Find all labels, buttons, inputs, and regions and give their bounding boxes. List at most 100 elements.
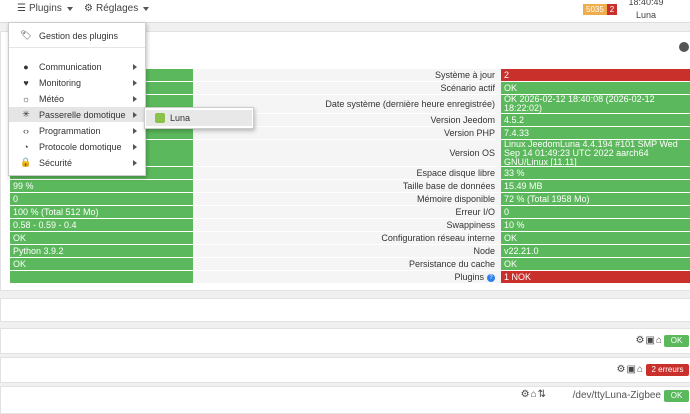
plugins-dropdown-menu: 🏷 Gestion des plugins ● Communication ♥ … [8,22,146,176]
health-label: Scénario actif [193,82,501,94]
health-label: Version OS [193,140,501,166]
menu-item-passerelle-domotique[interactable]: ✳ Passerelle domotique [9,107,145,122]
menu-item-communication[interactable]: ● Communication [9,59,145,74]
menu-item-label: Météo [39,93,65,104]
chevron-right-icon [133,80,137,86]
config-icons[interactable]: ⚙⌂⇅ [520,389,547,400]
health-value: OK [501,258,690,270]
health-value: 33 % [501,167,690,179]
plugins-menu-toggle[interactable]: ☰ Plugins [17,3,73,14]
submenu-item-luna[interactable]: Luna [146,110,252,126]
health-label-text: Erreur I/O [455,207,495,217]
messages-count-badge[interactable]: 5035 [583,4,607,15]
chevron-right-icon [133,160,137,166]
tags-icon: 🏷 [20,30,32,40]
sun-icon: ☼ [21,93,31,104]
menu-item-label: Protocole domotique [39,141,122,152]
reglages-menu-toggle[interactable]: ⚙ Réglages [84,3,150,14]
health-value: 10 % [501,219,690,231]
status-ok-button[interactable]: OK [664,390,689,402]
health-label-text: Persistance du cache [408,259,495,269]
health-label-text: Node [473,246,495,256]
health-value: 0 [501,206,690,218]
health-value: OK [501,82,690,94]
health-value: v22.21.0 [501,245,690,257]
health-label: Date système (dernière heure enregistrée… [193,95,501,113]
gears-icon: ⚙ [84,3,93,14]
device-path: /dev/ttyLuna-Zigbee [572,390,661,401]
health-label: Système à jour [193,69,501,81]
summary-panel-3: ⚙▣⌂ 2 erreurs [0,357,690,383]
rss-icon: ◔ [23,141,29,152]
health-left-value: Python 3.9.2 [10,245,193,257]
health-label: Mémoire disponible [193,193,501,205]
health-value: OK [501,232,690,244]
menu-item-securite[interactable]: 🔒 Sécurité [9,155,145,170]
comment-icon: ● [23,61,29,72]
summary-panel-2: ⚙▣⌂ OK [0,328,690,354]
health-row: 0.58 - 0.59 - 0.4 Swappiness 10 % [10,219,690,231]
health-left-value: 0.58 - 0.59 - 0.4 [10,219,193,231]
user-name[interactable]: Luna [635,10,657,20]
health-left-value: OK [10,258,193,270]
heartbeat-icon: ♥ [23,77,29,88]
alerts-count-badge[interactable]: 2 [606,4,618,15]
reglages-menu-label: Réglages [95,3,139,14]
clock-time: 18:40:49 [628,0,664,7]
help-icon[interactable]: ? [487,274,495,282]
health-label: Swappiness [193,219,501,231]
code-icon: ‹› [23,125,29,136]
lock-icon: 🔒 [20,157,32,167]
health-value: 72 % (Total 1958 Mo) [501,193,690,205]
health-label-text: Version PHP [443,128,495,138]
top-navbar: ☰ Plugins ⚙ Réglages 5035 2 18:40:49 Lun… [0,0,690,23]
health-row: 100 % (Total 512 Mo) Erreur I/O 0 [10,206,690,218]
menu-item-programmation[interactable]: ‹› Programmation [9,123,145,138]
health-label: Persistance du cache [193,258,501,270]
status-ok-button[interactable]: OK [664,335,689,347]
chevron-right-icon [133,112,137,118]
health-label-text: Scénario actif [440,83,495,93]
config-icons[interactable]: ⚙▣⌂ [616,364,644,375]
health-row: OK Persistance du cache OK [10,258,690,270]
menu-item-monitoring[interactable]: ♥ Monitoring [9,75,145,90]
summary-panel-1 [0,298,690,322]
config-icons[interactable]: ⚙▣⌂ [635,335,663,346]
health-label-text: Date système (dernière heure enregistrée… [325,99,495,109]
health-left-value: OK [10,232,193,244]
health-label: Configuration réseau interne [193,232,501,244]
health-left-value: 99 % [10,180,193,192]
health-label-text: Version Jeedom [430,115,495,125]
health-value: 15.49 MB [501,180,690,192]
health-label: Espace disque libre [193,167,501,179]
menu-item-protocole-domotique[interactable]: ◔ Protocole domotique [9,139,145,154]
health-label-text: Espace disque libre [416,168,495,178]
caret-down-icon [143,6,150,11]
passerelle-submenu: Luna [144,107,254,129]
caret-down-icon [66,6,73,11]
health-label: Node [193,245,501,257]
menu-item-label: Programmation [39,125,101,136]
menu-item-meteo[interactable]: ☼ Météo [9,91,145,106]
health-value: 7.4.33 [501,127,690,139]
health-label: Version Jeedom [193,114,501,126]
list-icon: ☰ [17,3,26,14]
health-label-text: Swappiness [446,220,495,230]
health-row: 0 Mémoire disponible 72 % (Total 1958 Mo) [10,193,690,205]
clock: 18:40:49 Luna [626,0,666,21]
status-errors-button[interactable]: 2 erreurs [646,364,689,376]
luna-plugin-icon [155,113,165,123]
submenu-item-label: Luna [170,113,191,123]
menu-divider [9,47,145,48]
health-label-text: Configuration réseau interne [381,233,495,243]
health-row: Plugins? 1 NOK [10,271,690,283]
health-left-value: 100 % (Total 512 Mo) [10,206,193,218]
menu-item-gestion-plugins[interactable]: 🏷 Gestion des plugins [9,28,145,43]
menu-item-label: Monitoring [39,77,82,88]
chevron-right-icon [133,144,137,150]
message-badges[interactable]: 5035 2 [583,4,618,15]
health-value: 2 [501,69,690,81]
health-label-text: Plugins [454,272,484,282]
menu-item-label: Communication [39,61,102,72]
health-value: OK 2026-02-12 18:40:08 (2026-02-12 18:22… [501,95,690,113]
